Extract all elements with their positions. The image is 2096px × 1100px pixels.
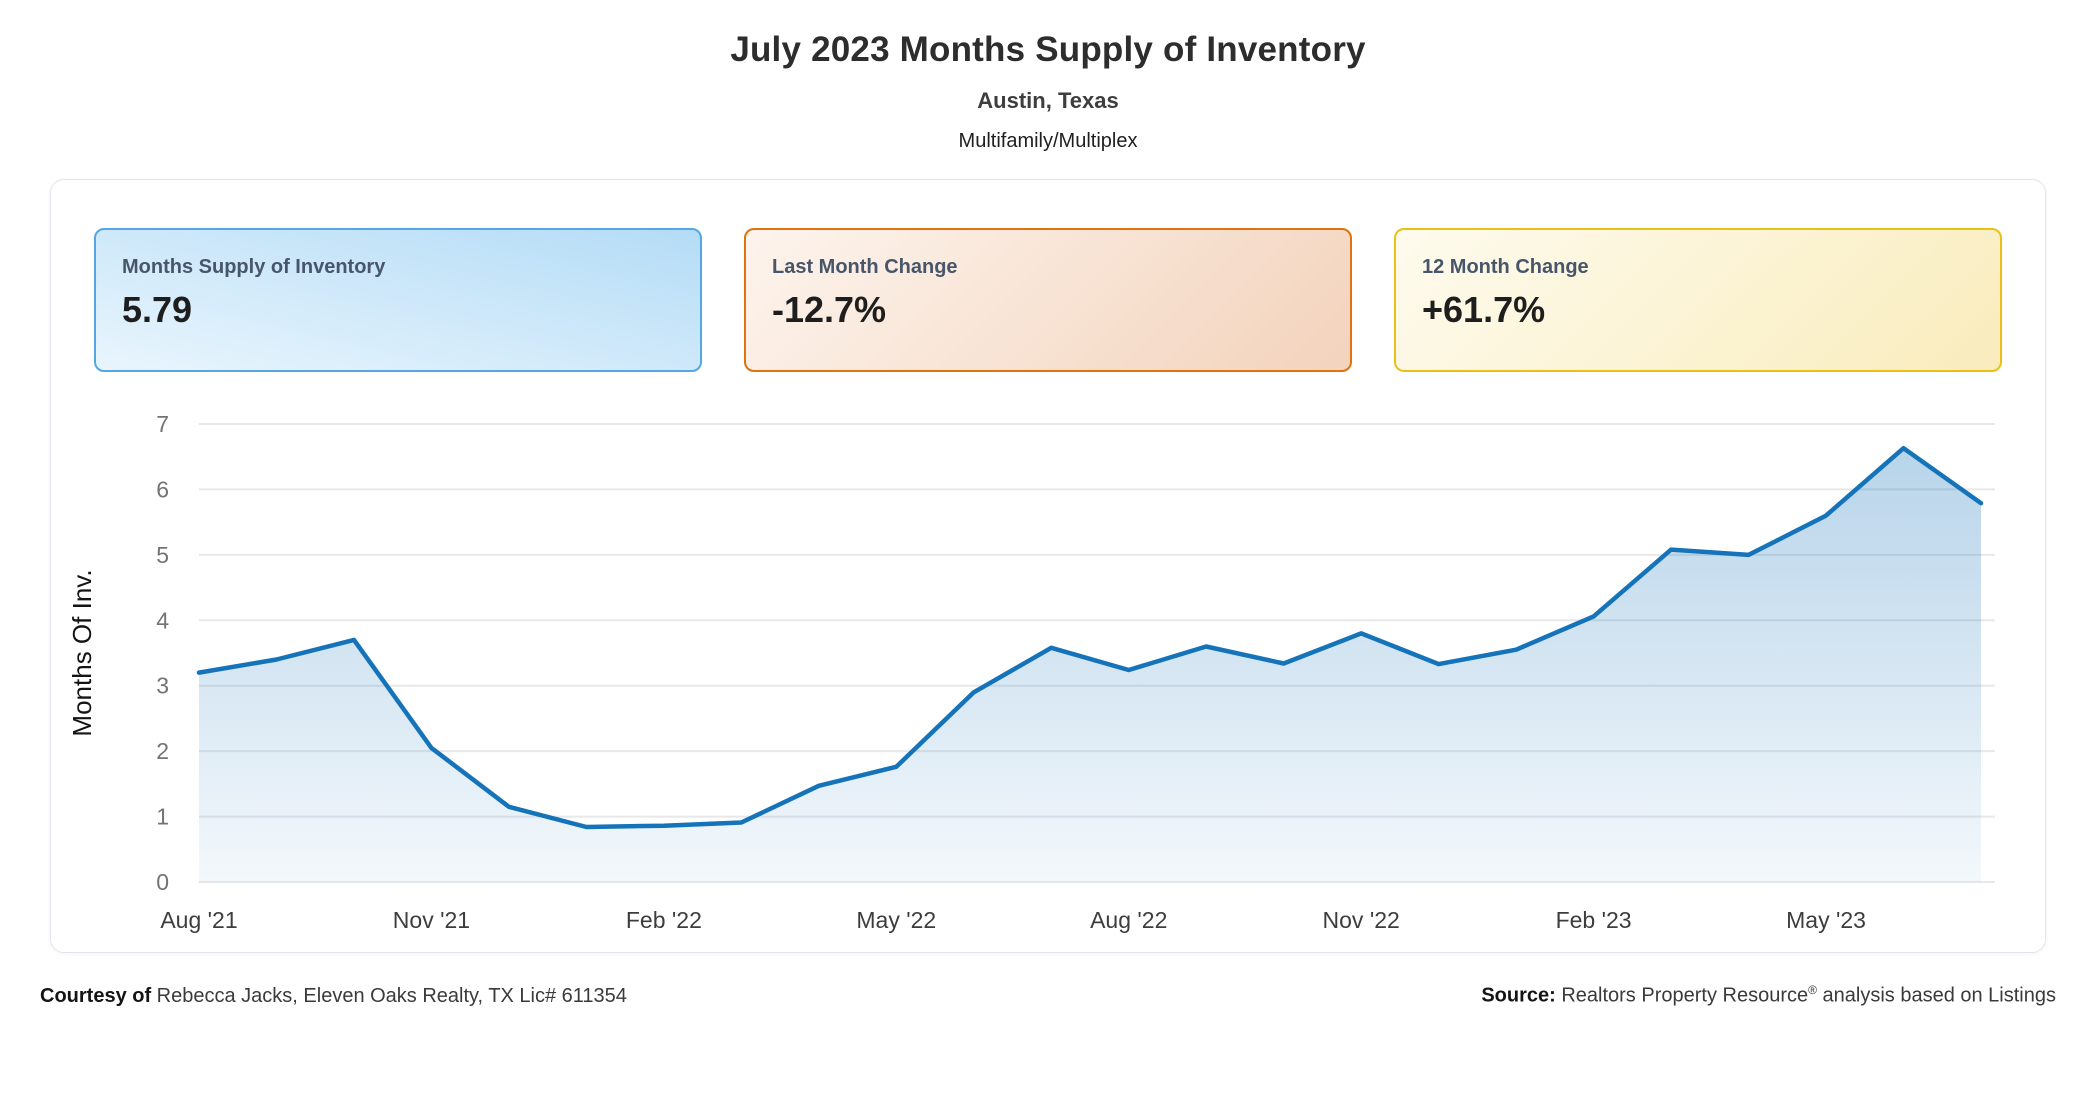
twelve-month-change-card: 12 Month Change +61.7% xyxy=(1394,228,2002,372)
twelve-month-change-label: 12 Month Change xyxy=(1422,256,1589,278)
courtesy-text: Courtesy of Rebecca Jacks, Eleven Oaks R… xyxy=(40,984,627,1007)
last-month-change-card: Last Month Change -12.7% xyxy=(744,228,1352,372)
svg-text:Nov '22: Nov '22 xyxy=(1323,907,1400,933)
twelve-month-change-value: +61.7% xyxy=(1422,289,1546,330)
courtesy-label: Courtesy of xyxy=(40,984,152,1007)
svg-text:May '23: May '23 xyxy=(1786,907,1866,933)
svg-text:Months Of Inv.: Months Of Inv. xyxy=(67,569,97,736)
svg-text:Nov '21: Nov '21 xyxy=(393,907,470,933)
source-label: Source: xyxy=(1481,984,1556,1007)
svg-text:Feb '22: Feb '22 xyxy=(626,907,702,933)
source-text: Source: Realtors Property Resource® anal… xyxy=(1481,983,2056,1007)
chart-area: 0 1 2 3 4 5 6 7 Aug '21 Nov '21 Feb '22 May '22 Aug … xyxy=(51,408,2045,938)
location-subtitle: Austin, Texas xyxy=(977,88,1119,113)
svg-text:3: 3 xyxy=(156,673,169,699)
svg-text:Aug '21: Aug '21 xyxy=(160,907,237,933)
svg-text:0: 0 xyxy=(156,869,169,895)
svg-text:4: 4 xyxy=(156,607,169,633)
svg-text:6: 6 xyxy=(156,476,169,502)
footer: Courtesy of Rebecca Jacks, Eleven Oaks R… xyxy=(40,983,2056,1008)
inventory-area-chart: 0 1 2 3 4 5 6 7 Aug '21 Nov '21 Feb '22 May '22 Aug … xyxy=(67,411,1995,933)
last-month-change-value: -12.7% xyxy=(772,289,887,330)
svg-text:2: 2 xyxy=(156,738,169,764)
chart-panel: Months Supply of Inventory 5.79 Last Mon… xyxy=(50,179,2046,953)
last-month-change-label: Last Month Change xyxy=(772,256,958,278)
svg-text:Feb '23: Feb '23 xyxy=(1556,907,1632,933)
svg-text:7: 7 xyxy=(156,411,169,437)
report-header: July 2023 Months Supply of Inventory Aus… xyxy=(0,30,2096,153)
page-title: July 2023 Months Supply of Inventory xyxy=(730,30,1366,69)
months-supply-card: Months Supply of Inventory 5.79 xyxy=(94,228,702,372)
svg-text:May '22: May '22 xyxy=(856,907,936,933)
property-type: Multifamily/Multiplex xyxy=(958,130,1138,152)
svg-text:1: 1 xyxy=(156,804,169,830)
svg-text:5: 5 xyxy=(156,542,169,568)
stat-cards-row: Months Supply of Inventory 5.79 Last Mon… xyxy=(51,228,2045,372)
months-supply-value: 5.79 xyxy=(122,289,193,330)
registered-mark: ® xyxy=(1808,983,1817,997)
svg-text:Aug '22: Aug '22 xyxy=(1090,907,1167,933)
months-supply-label: Months Supply of Inventory xyxy=(122,256,386,278)
